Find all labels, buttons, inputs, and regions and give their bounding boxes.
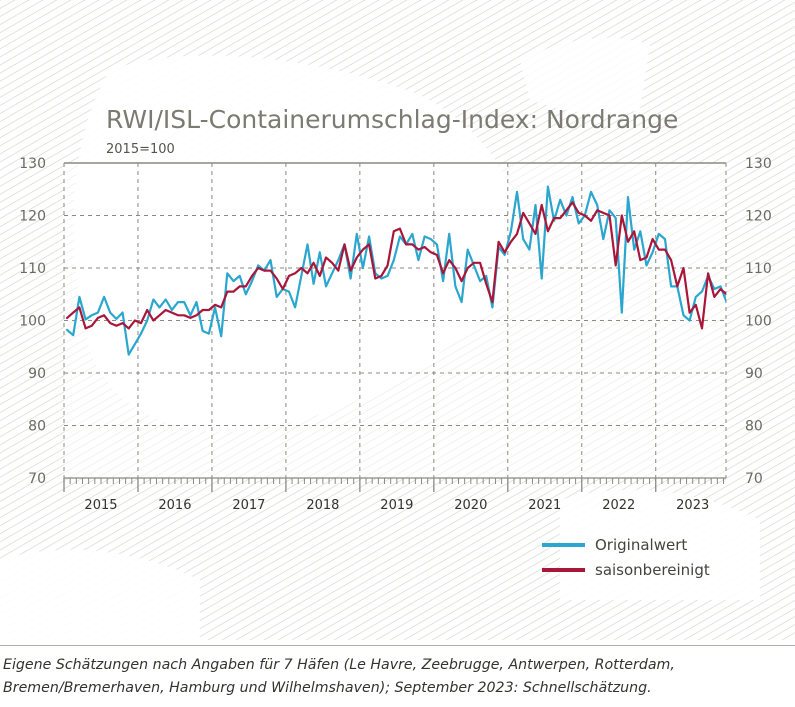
y-tick-left-100: 100 [19,314,46,330]
y-tick-left-120: 120 [19,209,46,225]
y-tick-left-70: 70 [28,471,46,487]
chart-subtitle: 2015=100 [106,142,175,157]
x-tick-label-2016: 2016 [158,498,191,513]
y-tick-left-90: 90 [28,366,46,382]
x-axis: 2015 2016 2017 2018 2019 2020 2021 2022 2023 [63,477,726,513]
x-tick-label-2017: 2017 [232,498,265,513]
series-line-originalwert [65,185,726,356]
source-note-line-1: Eigene Schätzungen nach Angaben für 7 Hä… [3,657,675,673]
x-tick-label-2021: 2021 [528,498,561,513]
x-tick-label-2020: 2020 [454,498,487,513]
y-tick-left-130: 130 [19,156,46,172]
y-tick-right-110: 110 [745,261,772,277]
source-note: Eigene Schätzungen nach Angaben für 7 Hä… [0,645,795,700]
series-group [65,185,726,356]
y-axis-left: 70 80 90 100 110 120 130 [19,156,46,487]
legend-label-saisonbereinigt: saisonbereinigt [595,561,710,579]
series-line-saisonbereinigt [65,201,726,330]
y-tick-right-90: 90 [745,366,763,382]
legend-label-originalwert: Originalwert [595,536,687,554]
x-tick-label-2018: 2018 [306,498,339,513]
x-tick-label-2022: 2022 [602,498,635,513]
y-tick-left-80: 80 [28,419,46,435]
x-tick-label-2023: 2023 [676,498,709,513]
source-note-line-2: Bremen/Bremerhaven, Hamburg und Wilhelms… [3,680,652,696]
y-axis-right: 70 80 90 100 110 120 130 [745,156,772,487]
legend: Originalwert saisonbereinigt [542,536,710,579]
y-tick-right-130: 130 [745,156,772,172]
y-tick-right-100: 100 [745,314,772,330]
x-tick-label-2019: 2019 [380,498,413,513]
y-tick-right-120: 120 [745,209,772,225]
chart-title: RWI/ISL-Containerumschlag-Index: Nordran… [106,105,678,134]
y-tick-right-80: 80 [745,419,763,435]
x-tick-label-2015: 2015 [84,498,117,513]
chart: RWI/ISL-Containerumschlag-Index: Nordran… [0,0,795,640]
y-tick-left-110: 110 [19,261,46,277]
y-tick-right-70: 70 [745,471,763,487]
